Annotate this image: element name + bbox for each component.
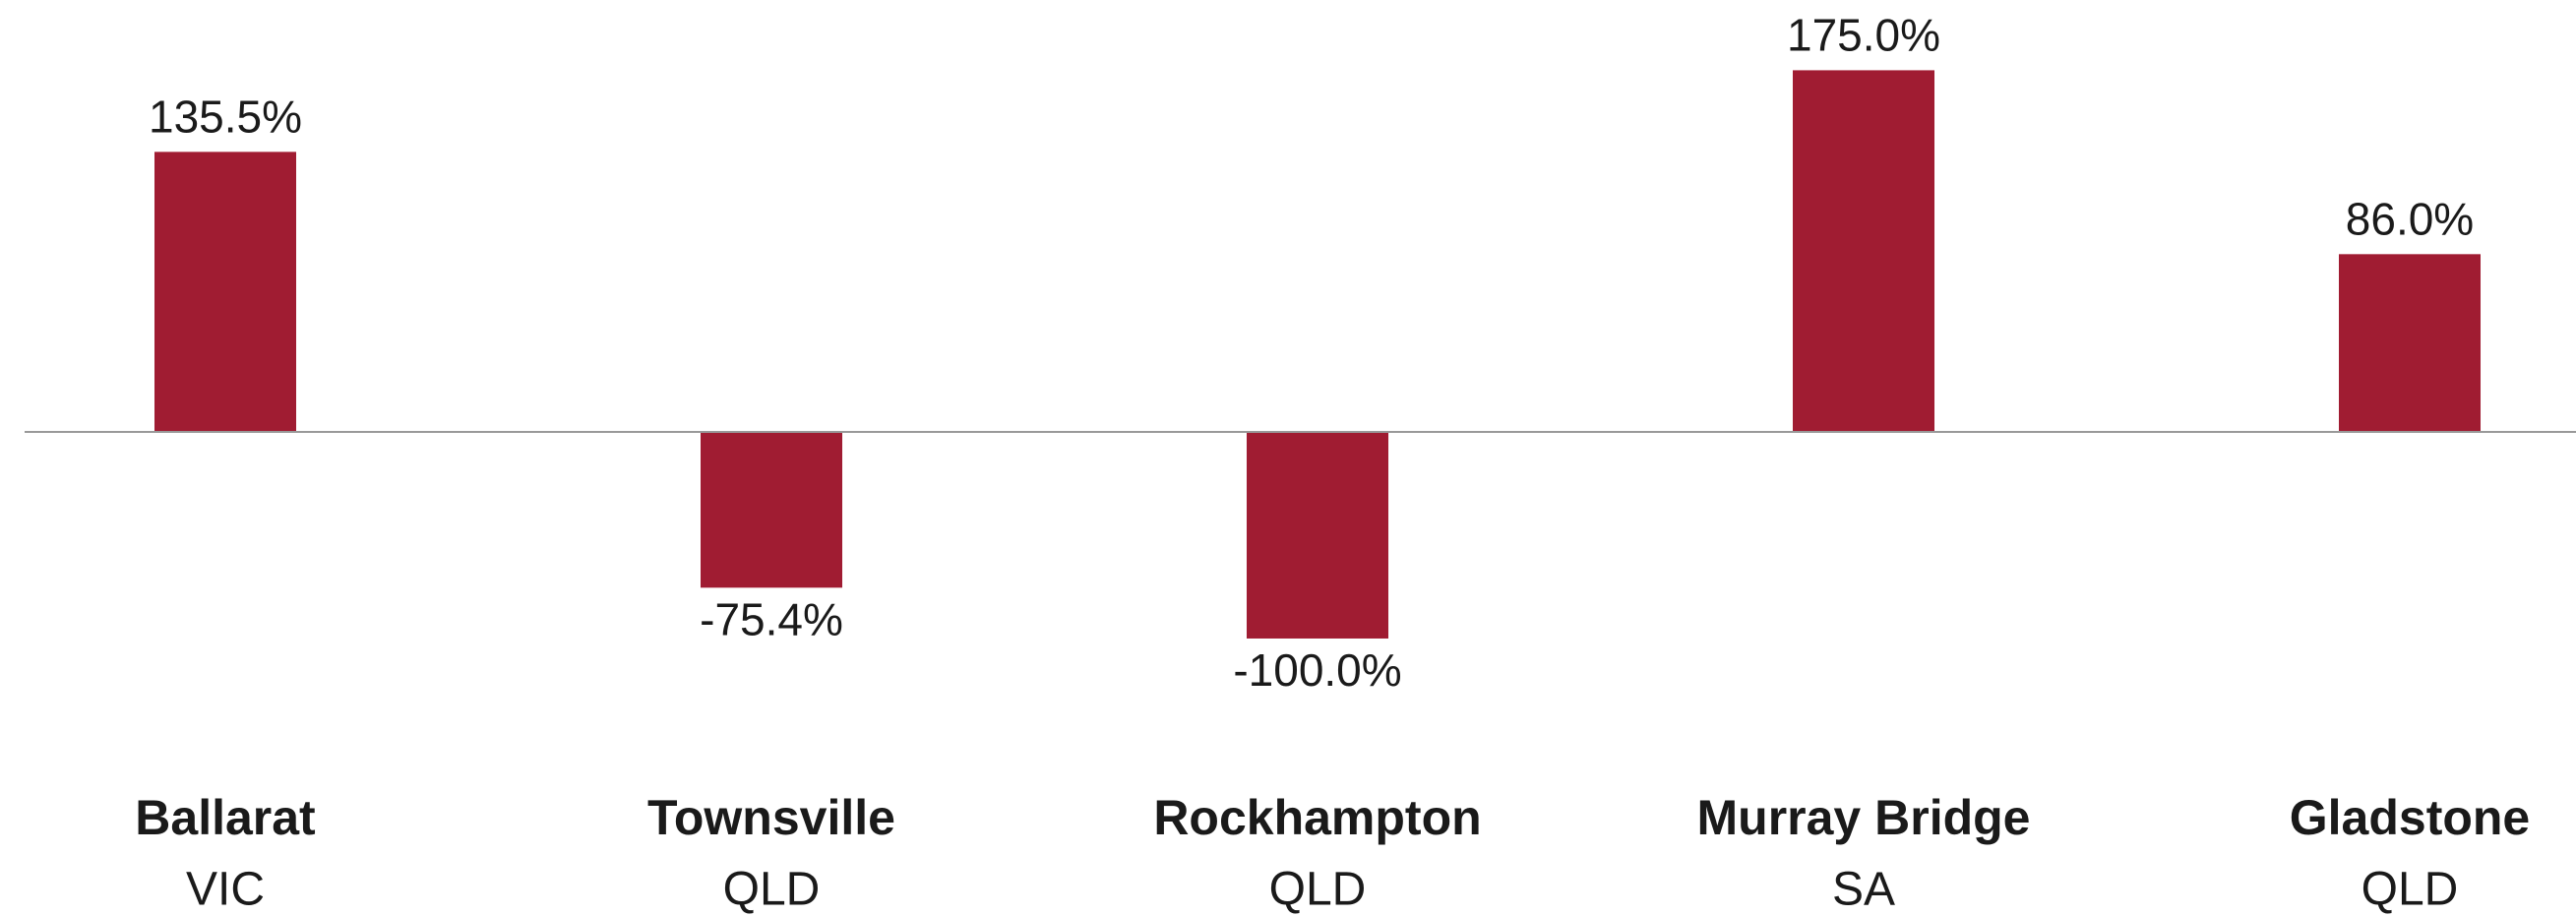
bar	[701, 431, 842, 588]
value-label: 135.5%	[149, 92, 302, 143]
value-label: -100.0%	[1233, 644, 1401, 696]
category-label: Townsville	[647, 790, 895, 845]
category-label: Murray Bridge	[1697, 790, 2031, 845]
state-label: VIC	[186, 864, 265, 916]
value-label: 175.0%	[1787, 10, 1940, 61]
bar	[1793, 70, 1934, 432]
value-label: 86.0%	[2346, 193, 2474, 244]
category-label: Gladstone	[2290, 790, 2530, 845]
state-label: QLD	[723, 864, 821, 916]
state-label: SA	[1832, 864, 1895, 916]
value-label: -75.4%	[700, 593, 843, 644]
category-label: Rockhampton	[1153, 790, 1481, 845]
state-label: QLD	[1269, 864, 1367, 916]
state-label: QLD	[2361, 864, 2459, 916]
bar	[1247, 431, 1388, 639]
category-label: Ballarat	[135, 790, 316, 845]
bar	[154, 152, 296, 432]
bar	[2339, 254, 2481, 432]
